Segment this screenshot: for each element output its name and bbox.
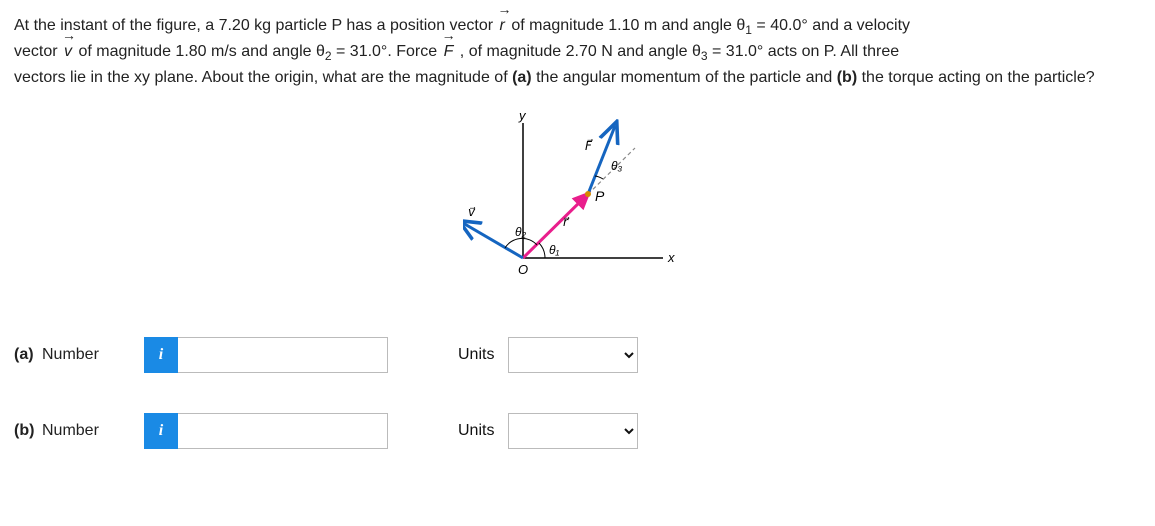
point-P (585, 191, 591, 197)
t11: the torque acting on the particle? (862, 69, 1095, 86)
figure: O x y P θ₁ θ₂ θ₃ r⃗ v⃗ F⃗ (14, 108, 1141, 307)
label-v-vec: v⃗ (468, 205, 476, 219)
answers-section: (a)Number i Units (b)Number i Units (14, 337, 1141, 449)
label-P: P (595, 188, 605, 204)
label-y: y (518, 108, 527, 123)
label-O: O (518, 262, 528, 277)
number-input-b[interactable] (178, 413, 388, 449)
answer-row-b: (b)Number i Units (14, 413, 1141, 449)
number-input-a-wrap: i (144, 337, 388, 373)
bold-b: (b) (837, 69, 857, 86)
t4: vector (14, 43, 62, 60)
label-t3: θ₃ (611, 159, 623, 173)
t9: vectors lie in the xy plane. About the o… (14, 69, 512, 86)
units-label-b: Units (458, 419, 494, 444)
vec-v: →v (62, 40, 74, 65)
t7: , of magnitude 2.70 N and angle θ (460, 43, 701, 60)
theta3-arc (595, 176, 603, 179)
sub3: 3 (701, 49, 708, 63)
label-t1: θ₁ (549, 243, 560, 257)
units-select-a[interactable] (508, 337, 638, 373)
label-F-vec: F⃗ (585, 139, 593, 153)
bold-a: (a) (512, 69, 532, 86)
theta2-arc (505, 239, 537, 249)
vec-r: →r (498, 14, 507, 39)
units-label-a: Units (458, 343, 494, 368)
label-t2: θ₂ (515, 225, 527, 239)
vec-F: →F (442, 40, 456, 65)
t1: At the instant of the figure, a 7.20 kg … (14, 17, 498, 34)
sub1: 1 (745, 23, 752, 37)
label-x: x (667, 250, 675, 265)
t3: = 40.0° and a velocity (756, 17, 910, 34)
info-icon[interactable]: i (144, 413, 178, 449)
sub2: 2 (325, 49, 332, 63)
t5: of magnitude 1.80 m/s and angle θ (78, 43, 324, 60)
answer-row-a: (a)Number i Units (14, 337, 1141, 373)
info-icon[interactable]: i (144, 337, 178, 373)
number-input-b-wrap: i (144, 413, 388, 449)
units-select-b[interactable] (508, 413, 638, 449)
part-b-label: (b)Number (14, 419, 144, 444)
number-input-a[interactable] (178, 337, 388, 373)
problem-text: At the instant of the figure, a 7.20 kg … (14, 14, 1141, 90)
label-r-vec: r⃗ (563, 215, 570, 229)
theta1-arc (539, 243, 545, 258)
part-a-label: (a)Number (14, 343, 144, 368)
t6: = 31.0°. Force (336, 43, 442, 60)
t8: = 31.0° acts on P. All three (712, 43, 899, 60)
t2: of magnitude 1.10 m and angle θ (511, 17, 745, 34)
t10: the angular momentum of the particle and (536, 69, 837, 86)
